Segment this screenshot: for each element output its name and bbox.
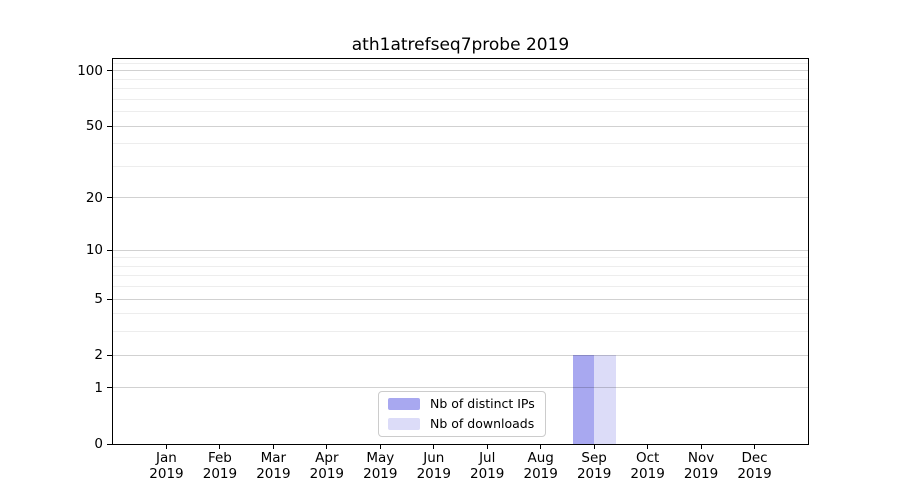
y-tick — [107, 125, 112, 127]
y-gridline-minor — [113, 143, 808, 145]
y-tick-label: 1 — [94, 379, 103, 396]
y-tick — [107, 70, 112, 72]
y-gridline-major — [113, 249, 808, 251]
x-tick — [754, 444, 756, 449]
plot-area-border — [111, 57, 809, 445]
y-tick — [107, 249, 112, 251]
y-gridline-minor — [113, 313, 808, 315]
x-tick — [540, 444, 542, 449]
legend-label-distinct-ips: Nb of distinct IPs — [430, 396, 535, 411]
y-tick — [107, 387, 112, 389]
x-tick — [272, 444, 274, 449]
y-tick — [107, 354, 112, 356]
legend-entry-distinct-ips: Nb of distinct IPs — [388, 397, 536, 411]
y-gridline-minor — [113, 62, 808, 64]
x-tick-label-apr: Apr 2019 — [309, 450, 345, 482]
y-tick-label: 100 — [77, 62, 103, 79]
y-gridline-major — [113, 298, 808, 300]
legend-entry-downloads: Nb of downloads — [388, 417, 536, 431]
y-gridline-major — [113, 197, 808, 199]
legend-swatch-downloads — [388, 418, 420, 430]
x-tick-label-jul: Jul 2019 — [470, 450, 505, 482]
x-tick-label-sep: Sep 2019 — [576, 450, 612, 482]
y-gridline-minor — [113, 111, 808, 113]
x-tick — [486, 444, 488, 449]
y-gridline-major — [113, 387, 808, 389]
x-tick-label-nov: Nov 2019 — [683, 450, 719, 482]
chart-title: ath1atrefseq7probe 2019 — [351, 35, 570, 55]
x-tick — [433, 444, 435, 449]
x-tick-label-dec: Dec 2019 — [737, 450, 772, 482]
y-gridline-minor — [113, 78, 808, 80]
y-gridline-minor — [113, 286, 808, 288]
y-tick-label: 20 — [85, 189, 103, 206]
x-tick-label-may: May 2019 — [363, 450, 398, 482]
legend-swatch-distinct-ips — [388, 398, 420, 410]
x-tick — [326, 444, 328, 449]
x-tick — [593, 444, 595, 449]
x-tick-label-feb: Feb 2019 — [202, 450, 238, 482]
bar-downloads-sep — [594, 355, 616, 444]
y-gridline-minor — [113, 165, 808, 167]
y-tick-label: 2 — [94, 347, 103, 364]
y-gridline-major — [113, 354, 808, 356]
y-gridline-minor — [113, 88, 808, 90]
y-gridline-major — [113, 70, 808, 72]
y-gridline-minor — [113, 265, 808, 267]
y-gridline-major — [113, 125, 808, 127]
legend: Nb of distinct IPs Nb of downloads — [378, 391, 546, 437]
y-tick — [107, 197, 112, 199]
x-tick-label-jun: Jun 2019 — [416, 450, 451, 482]
y-gridline-minor — [113, 275, 808, 277]
y-tick-label: 10 — [85, 242, 103, 259]
x-tick — [700, 444, 702, 449]
y-tick — [107, 298, 112, 300]
y-tick-label: 5 — [94, 291, 103, 308]
y-tick-label: 0 — [94, 436, 103, 452]
x-tick — [165, 444, 167, 449]
x-tick-label-mar: Mar 2019 — [256, 450, 291, 482]
x-tick — [219, 444, 221, 449]
y-tick — [107, 443, 112, 445]
legend-label-downloads: Nb of downloads — [430, 416, 535, 431]
y-gridline-minor — [113, 98, 808, 100]
x-tick-label-oct: Oct 2019 — [630, 450, 665, 482]
y-gridline-minor — [113, 257, 808, 259]
x-tick — [379, 444, 381, 449]
x-tick-label-jan: Jan 2019 — [149, 450, 184, 482]
bar-distinct-ips-sep — [572, 355, 595, 444]
y-tick-label: 50 — [85, 118, 103, 135]
x-tick — [647, 444, 649, 449]
y-gridline-minor — [113, 331, 808, 333]
x-tick-label-aug: Aug 2019 — [523, 450, 558, 482]
